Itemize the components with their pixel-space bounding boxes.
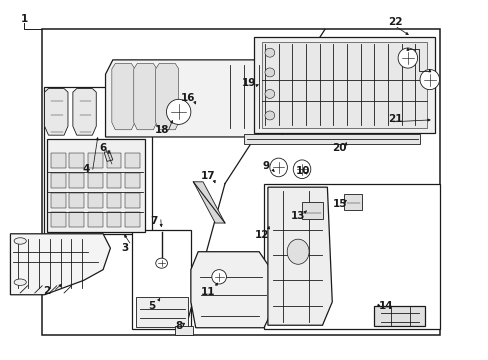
Polygon shape — [136, 297, 188, 327]
Text: 18: 18 — [154, 125, 168, 135]
Text: 21: 21 — [387, 114, 402, 124]
Polygon shape — [104, 152, 113, 161]
Text: 15: 15 — [332, 199, 346, 210]
Text: 13: 13 — [290, 211, 305, 221]
Ellipse shape — [293, 160, 310, 179]
Polygon shape — [106, 212, 121, 227]
Text: 20: 20 — [332, 143, 346, 153]
Polygon shape — [125, 153, 140, 168]
Ellipse shape — [264, 48, 274, 57]
Polygon shape — [193, 182, 224, 223]
Polygon shape — [261, 42, 427, 128]
Polygon shape — [254, 37, 434, 134]
Polygon shape — [125, 212, 140, 227]
Ellipse shape — [269, 158, 287, 177]
Polygon shape — [106, 153, 121, 168]
Ellipse shape — [419, 69, 439, 90]
Ellipse shape — [286, 239, 308, 264]
Polygon shape — [43, 87, 152, 234]
Ellipse shape — [166, 99, 190, 125]
Text: 16: 16 — [181, 93, 195, 103]
Text: 3: 3 — [121, 243, 128, 253]
Polygon shape — [69, 173, 84, 188]
Text: 22: 22 — [387, 17, 402, 27]
Polygon shape — [112, 63, 135, 130]
Polygon shape — [88, 212, 102, 227]
Polygon shape — [51, 173, 65, 188]
Text: 14: 14 — [378, 301, 392, 311]
Polygon shape — [244, 134, 419, 144]
Polygon shape — [125, 173, 140, 188]
Polygon shape — [373, 306, 424, 326]
Text: 6: 6 — [99, 143, 106, 153]
Polygon shape — [73, 89, 96, 135]
Text: 9: 9 — [263, 161, 269, 171]
Text: 19: 19 — [242, 78, 256, 88]
Polygon shape — [88, 193, 102, 208]
Polygon shape — [105, 60, 288, 137]
Ellipse shape — [264, 111, 274, 120]
Polygon shape — [106, 193, 121, 208]
Polygon shape — [51, 153, 65, 168]
Polygon shape — [267, 187, 331, 325]
Ellipse shape — [14, 238, 26, 244]
Ellipse shape — [211, 270, 226, 284]
Text: 1: 1 — [20, 14, 28, 24]
Polygon shape — [44, 89, 68, 135]
Polygon shape — [302, 202, 322, 220]
Polygon shape — [10, 234, 110, 295]
Polygon shape — [125, 193, 140, 208]
Polygon shape — [69, 193, 84, 208]
Text: 5: 5 — [148, 301, 155, 311]
Polygon shape — [264, 184, 439, 329]
Polygon shape — [51, 212, 65, 227]
Polygon shape — [88, 173, 102, 188]
Ellipse shape — [264, 68, 274, 77]
Polygon shape — [42, 30, 439, 335]
Polygon shape — [88, 153, 102, 168]
Text: 17: 17 — [200, 171, 215, 181]
Polygon shape — [132, 230, 190, 329]
Text: 7: 7 — [150, 216, 158, 226]
Ellipse shape — [264, 89, 274, 98]
Polygon shape — [175, 326, 193, 335]
Polygon shape — [106, 173, 121, 188]
Polygon shape — [344, 194, 361, 211]
Text: 8: 8 — [175, 321, 182, 331]
Text: 4: 4 — [82, 164, 89, 174]
Polygon shape — [69, 212, 84, 227]
Text: 12: 12 — [254, 230, 268, 239]
Polygon shape — [47, 139, 144, 232]
Polygon shape — [69, 153, 84, 168]
Polygon shape — [51, 193, 65, 208]
Ellipse shape — [156, 258, 167, 268]
Ellipse shape — [397, 48, 417, 68]
Polygon shape — [190, 252, 276, 328]
Text: 2: 2 — [43, 286, 51, 296]
Text: 11: 11 — [200, 287, 215, 297]
Text: 10: 10 — [295, 166, 309, 176]
Ellipse shape — [14, 279, 26, 285]
Polygon shape — [134, 63, 157, 130]
Polygon shape — [156, 63, 178, 130]
